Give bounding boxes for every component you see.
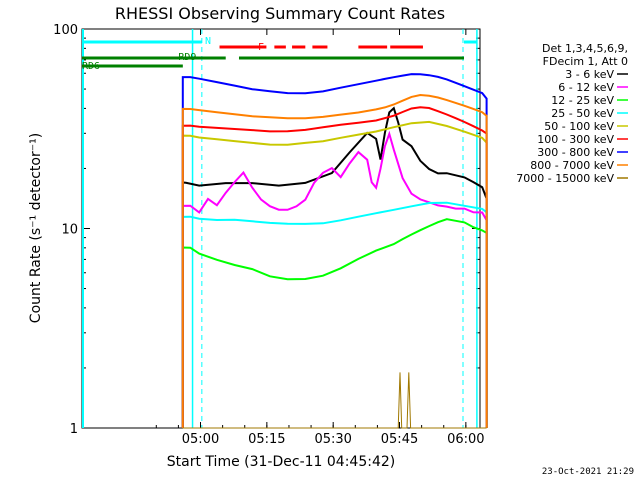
saa-flag-label: N bbox=[205, 36, 211, 47]
series-line-2 bbox=[181, 130, 488, 428]
x-tick-label: 05:15 bbox=[248, 432, 285, 447]
plot-axes bbox=[81, 28, 481, 429]
x-tick-label: 06:00 bbox=[447, 432, 484, 447]
x-tick-label: 05:00 bbox=[182, 432, 219, 447]
legend-entry-label: 3 - 6 keV bbox=[565, 68, 614, 81]
flare-flag-label: F bbox=[258, 42, 264, 53]
series-line-4 bbox=[181, 201, 488, 428]
legend-entry-label: 6 - 12 keV bbox=[558, 81, 614, 94]
flag-lines: N F RD6 RD9 bbox=[82, 29, 478, 428]
series-group bbox=[181, 73, 488, 429]
legend-entry-label: 50 - 100 keV bbox=[544, 120, 614, 133]
x-tick-label: 05:30 bbox=[314, 432, 351, 447]
y-axis-label: Count Rate (s⁻¹ detector⁻¹) bbox=[28, 133, 44, 323]
legend-entry-label: 300 - 800 keV bbox=[537, 146, 614, 159]
legend: Det 1,3,4,5,6,9,FDecim 1, Att 03 - 6 keV… bbox=[516, 42, 628, 185]
legend-entry-label: 100 - 300 keV bbox=[537, 133, 614, 146]
series-line-1 bbox=[181, 106, 488, 428]
x-tick-label: 05:45 bbox=[381, 432, 418, 447]
series-line-3 bbox=[181, 218, 488, 428]
rd-flag-label: RD6 bbox=[82, 61, 100, 72]
series-line-9 bbox=[182, 372, 487, 429]
rd-flag-label: RD9 bbox=[178, 52, 196, 63]
y-axis-ticks: 1 10 100 bbox=[53, 23, 480, 437]
series-line-7 bbox=[181, 73, 488, 428]
legend-entry-label: 25 - 50 keV bbox=[551, 107, 614, 120]
x-axis-label: Start Time (31-Dec-11 04:45:42) bbox=[167, 454, 395, 470]
series-line-5 bbox=[181, 120, 488, 428]
plot-frame bbox=[81, 28, 481, 429]
y-tick-label: 1 bbox=[70, 422, 78, 437]
series-line-8 bbox=[181, 93, 488, 428]
legend-entry-label: 7000 - 15000 keV bbox=[516, 172, 614, 185]
series-line-6 bbox=[181, 106, 488, 428]
y-tick-label: 100 bbox=[53, 23, 78, 38]
legend-entry-label: 12 - 25 keV bbox=[551, 94, 614, 107]
legend-header: Det 1,3,4,5,6,9, bbox=[542, 42, 628, 55]
legend-header: FDecim 1, Att 0 bbox=[543, 55, 628, 68]
footer-timestamp: 23-Oct-2021 21:29 bbox=[542, 467, 634, 477]
x-axis-ticks: 05:00 05:15 05:30 05:45 06:00 bbox=[155, 29, 485, 447]
y-tick-label: 10 bbox=[61, 223, 78, 238]
legend-entry-label: 800 - 7000 keV bbox=[530, 159, 614, 172]
chart-title: RHESSI Observing Summary Count Rates bbox=[115, 4, 445, 23]
